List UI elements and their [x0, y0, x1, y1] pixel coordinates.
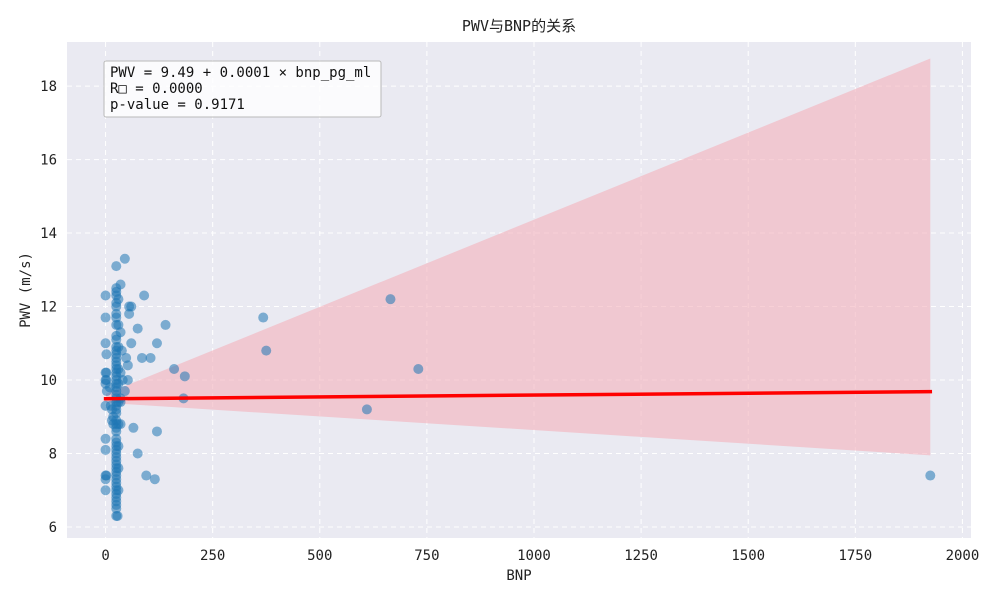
- y-tick-label: 12: [40, 300, 57, 316]
- data-point: [925, 470, 936, 481]
- x-tick-label: 250: [200, 548, 225, 564]
- annotation-r-squared: R□ = 0.0000: [110, 81, 203, 97]
- data-point: [113, 441, 124, 452]
- data-point: [100, 433, 111, 444]
- data-point: [116, 345, 127, 356]
- data-point: [112, 510, 123, 521]
- x-tick-label: 1000: [517, 548, 551, 564]
- y-tick-labels: 6 8 10 12 14 16 18: [40, 79, 57, 536]
- y-tick-label: 18: [40, 79, 57, 95]
- data-point: [258, 312, 269, 323]
- data-point: [113, 294, 124, 305]
- x-tick-label: 0: [101, 548, 109, 564]
- data-point: [385, 294, 396, 305]
- annotation-p-value: p-value = 0.9171: [110, 97, 245, 113]
- data-point: [132, 448, 143, 459]
- annotation-box: [103, 60, 382, 118]
- data-point: [261, 345, 272, 356]
- data-point: [100, 290, 111, 301]
- x-axis-label: BNP: [506, 568, 531, 584]
- confidence-band-layer: [105, 58, 931, 456]
- data-point: [132, 323, 143, 334]
- data-point: [113, 485, 124, 496]
- data-point: [100, 444, 111, 455]
- data-point: [115, 279, 126, 290]
- data-point: [128, 422, 139, 433]
- y-tick-label: 10: [40, 373, 57, 389]
- x-tick-labels: 0 250 500 750 1000 1250 1500 1750 2000: [101, 548, 979, 564]
- data-point: [145, 352, 156, 363]
- x-tick-label: 1750: [838, 548, 872, 564]
- data-point: [100, 474, 111, 485]
- data-point: [115, 419, 126, 430]
- data-point: [169, 363, 180, 374]
- data-point: [113, 463, 124, 474]
- x-tick-label: 1500: [731, 548, 765, 564]
- regression-line: [103, 389, 933, 401]
- data-point: [100, 338, 111, 349]
- data-point: [149, 474, 160, 485]
- y-axis-label: PWV (m/s): [18, 252, 34, 328]
- data-point: [160, 319, 171, 330]
- data-point: [141, 470, 152, 481]
- data-point: [179, 371, 190, 382]
- y-tick-label: 16: [40, 153, 57, 169]
- x-tick-label: 750: [414, 548, 439, 564]
- data-point: [139, 290, 150, 301]
- data-point: [122, 375, 133, 386]
- stats-annotation: PWV = 9.49 + 0.0001 × bnp_pg_ml R□ = 0.0…: [103, 60, 382, 118]
- data-point: [119, 386, 130, 397]
- data-point: [361, 404, 372, 415]
- confidence-band: [105, 58, 931, 456]
- data-point: [126, 338, 137, 349]
- y-tick-label: 6: [49, 520, 57, 536]
- data-point: [151, 426, 162, 437]
- data-point: [136, 352, 147, 363]
- y-tick-label: 8: [49, 446, 57, 462]
- data-point: [119, 253, 130, 264]
- data-point: [101, 349, 112, 360]
- data-points: [100, 253, 936, 521]
- data-point: [122, 360, 133, 371]
- data-point: [413, 363, 424, 374]
- data-point: [101, 367, 112, 378]
- x-tick-label: 2000: [946, 548, 980, 564]
- annotation-equation: PWV = 9.49 + 0.0001 × bnp_pg_ml: [110, 65, 371, 81]
- data-point: [111, 261, 122, 272]
- data-point: [100, 312, 111, 323]
- data-point: [111, 408, 122, 419]
- y-tick-label: 14: [40, 226, 57, 242]
- data-point: [100, 485, 111, 496]
- data-point: [115, 327, 126, 338]
- x-tick-label: 500: [307, 548, 332, 564]
- data-point: [126, 301, 137, 312]
- x-tick-label: 1250: [624, 548, 658, 564]
- chart-title: PWV与BNP的关系: [462, 17, 576, 35]
- regression-line-layer: [103, 389, 933, 401]
- data-point: [151, 338, 162, 349]
